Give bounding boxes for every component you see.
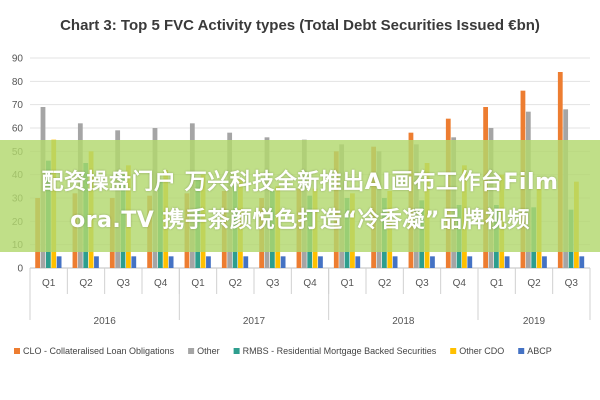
bar (355, 256, 361, 268)
year-label: 2019 (523, 316, 546, 327)
legend-label: ABCP (527, 346, 552, 356)
legend-label: Other CDO (459, 346, 504, 356)
x-tick-label: Q3 (415, 278, 429, 289)
bar (131, 256, 137, 268)
bar (392, 256, 398, 268)
bar (504, 256, 510, 268)
y-tick-label: 60 (12, 124, 24, 135)
x-tick-label: Q2 (79, 278, 93, 289)
x-tick-label: Q2 (378, 278, 392, 289)
x-tick-label: Q3 (117, 278, 131, 289)
legend: CLO - Collateralised Loan Obligations Oth… (14, 346, 552, 356)
bar (542, 256, 547, 268)
bar (430, 256, 435, 268)
year-label: 2017 (243, 316, 266, 327)
bar (56, 256, 62, 268)
legend-swatch (188, 348, 195, 354)
y-tick-label: 0 (17, 264, 23, 275)
x-tick-label: Q4 (303, 278, 317, 289)
year-label: 2018 (392, 316, 415, 327)
bar (318, 256, 323, 268)
legend-label: Other (197, 346, 220, 356)
bar (243, 256, 249, 268)
x-tick-label: Q3 (266, 278, 280, 289)
overlay-banner: 配资操盘门户 万兴科技全新推出AI画布工作台Film ora.TV 携手茶颜悦色… (0, 140, 600, 252)
legend-swatch (450, 348, 457, 354)
x-tick-label: Q1 (191, 278, 205, 289)
bar (579, 256, 585, 268)
overlay-line-1: 配资操盘门户 万兴科技全新推出AI画布工作台Film (41, 170, 559, 195)
x-tick-label: Q4 (154, 278, 168, 289)
x-tick-label: Q2 (527, 278, 541, 289)
legend-swatch (233, 348, 240, 354)
bar (94, 256, 99, 268)
y-tick-label: 70 (12, 100, 24, 111)
bar (280, 256, 286, 268)
year-label: 2016 (94, 316, 117, 327)
y-tick-label: 80 (12, 77, 24, 88)
y-tick-label: 90 (12, 54, 24, 65)
x-tick-label: Q2 (229, 278, 243, 289)
x-tick-label: Q4 (453, 278, 467, 289)
bar (467, 256, 473, 268)
x-tick-label: Q1 (490, 278, 504, 289)
legend-swatch (518, 348, 525, 354)
x-tick-label: Q3 (565, 278, 579, 289)
legend-swatch (14, 348, 20, 354)
chart-title: Chart 3: Top 5 FVC Activity types (Total… (60, 17, 540, 34)
legend-label: CLO - Collateralised Loan Obligations (23, 346, 175, 356)
bar (206, 256, 211, 268)
legend-label: RMBS - Residential Mortgage Backed Secur… (243, 346, 437, 356)
bar (168, 256, 174, 268)
x-tick-label: Q1 (42, 278, 56, 289)
x-tick-label: Q1 (341, 278, 355, 289)
overlay-line-2: ora.TV 携手茶颜悦色打造“冷香凝”品牌视频 (70, 208, 530, 233)
